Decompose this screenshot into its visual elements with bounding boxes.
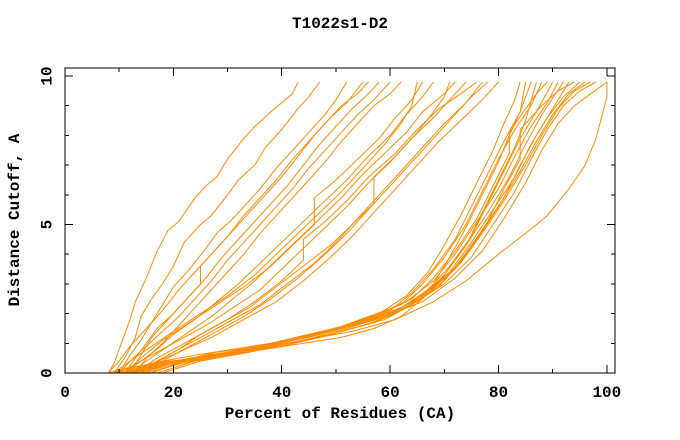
x-tick-label: 20	[164, 384, 183, 402]
y-tick-label: 10	[39, 66, 57, 85]
model-curve	[140, 81, 478, 374]
model-curve	[162, 82, 608, 374]
model-curve	[108, 81, 537, 374]
model-curve	[124, 81, 434, 374]
x-tick-label: 0	[60, 384, 70, 402]
chart-title: T1022s1-D2	[291, 15, 388, 33]
model-curve	[119, 81, 564, 374]
model-curve	[124, 81, 380, 374]
model-curve	[151, 81, 597, 374]
model-curve	[107, 81, 299, 374]
x-tick-label: 40	[272, 384, 291, 402]
plot-frame	[64, 67, 616, 374]
x-axis-label: Percent of Residues (CA)	[224, 405, 456, 423]
model-curve	[129, 81, 364, 374]
model-curve	[140, 81, 586, 374]
model-curve	[135, 81, 581, 374]
x-tick-label: 60	[381, 384, 400, 402]
model-curve	[118, 81, 348, 374]
model-curve	[135, 81, 451, 374]
y-tick-label: 0	[39, 368, 57, 378]
model-curve	[124, 81, 424, 374]
model-curve	[156, 81, 608, 374]
model-curve	[129, 81, 499, 374]
model-curve	[113, 81, 527, 374]
model-curve	[113, 81, 521, 374]
model-curve	[124, 81, 570, 374]
x-tick-label: 80	[489, 384, 508, 402]
model-curve	[129, 81, 575, 374]
model-curve	[113, 81, 418, 374]
y-tick-label: 5	[39, 220, 57, 230]
model-curve	[113, 81, 321, 374]
model-curve	[129, 81, 456, 374]
model-curve	[146, 81, 489, 374]
model-curve	[134, 81, 402, 374]
y-axis-label: Distance Cutoff, A	[6, 133, 24, 307]
x-tick-label: 100	[592, 384, 621, 402]
model-curve	[118, 81, 391, 374]
model-curve	[135, 81, 483, 374]
